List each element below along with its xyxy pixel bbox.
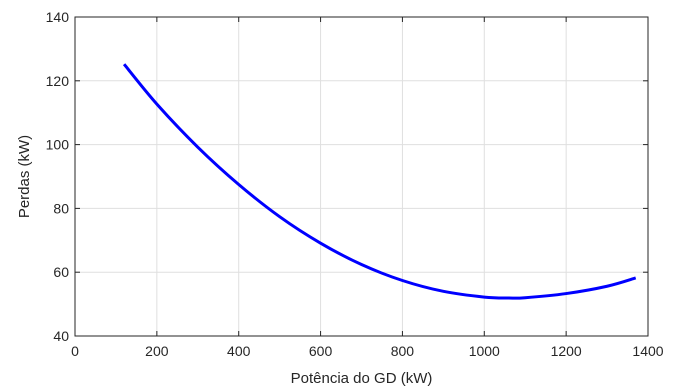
x-tick-label: 200 xyxy=(145,343,169,359)
y-tick-label: 120 xyxy=(46,73,70,89)
series-layer xyxy=(122,63,637,300)
plot-area xyxy=(75,17,648,336)
series-line xyxy=(122,63,637,300)
x-tick-label: 1000 xyxy=(469,343,500,359)
y-axis-label: Perdas (kW) xyxy=(16,135,33,218)
y-tick-label: 100 xyxy=(46,137,70,153)
x-tick-label: 600 xyxy=(309,343,333,359)
y-tick-label: 140 xyxy=(46,9,70,25)
x-tick-label: 800 xyxy=(391,343,415,359)
x-tick-label: 1200 xyxy=(551,343,582,359)
x-tick-label: 400 xyxy=(227,343,251,359)
x-axis-label: Potência do GD (kW) xyxy=(291,370,433,387)
y-tick-label: 80 xyxy=(53,200,69,216)
y-tick-label: 40 xyxy=(53,328,69,344)
grid-lines xyxy=(75,17,648,336)
y-tick-label: 60 xyxy=(53,264,69,280)
x-tick-label: 0 xyxy=(71,343,79,359)
y-axis-ticks: 40 60 80 100 120 140 xyxy=(46,9,648,344)
x-axis-ticks: 0 200 400 600 800 1000 1200 1400 xyxy=(71,17,664,359)
plot-frame xyxy=(74,16,649,337)
x-tick-label: 1400 xyxy=(632,343,663,359)
